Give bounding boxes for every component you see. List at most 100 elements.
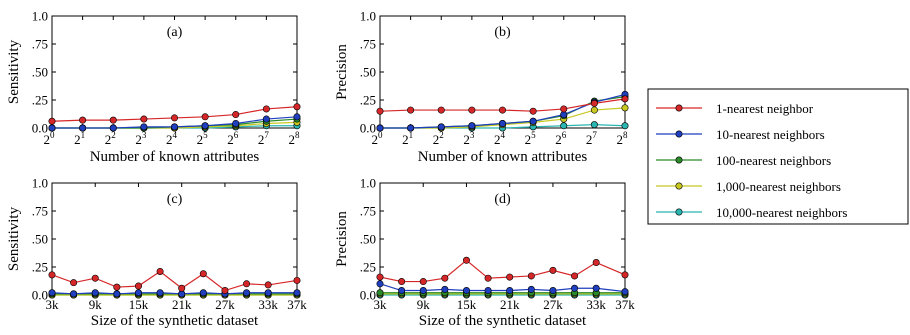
data-point <box>437 123 445 131</box>
x-axis-label: Number of known attributes <box>90 149 260 165</box>
chart-panel: 0.0 .25 .50 .75 1.0 20 21 22 23 24 25 26 27 28 Number … <box>334 9 629 165</box>
data-point <box>79 116 87 124</box>
data-point <box>243 289 251 297</box>
legend-items: 1-nearest neighbor 10-nearest neighbors 10… <box>656 101 847 220</box>
series <box>376 280 629 296</box>
data-point <box>506 287 514 295</box>
legend-entry: 100-nearest neighbors <box>656 153 831 168</box>
data-point <box>264 289 272 297</box>
data-point <box>506 273 514 281</box>
x-tick-label: 21 <box>402 130 413 147</box>
series <box>48 113 301 132</box>
y-tick-label: 1.0 <box>32 9 48 24</box>
data-point <box>48 271 56 279</box>
x-tick-label: 22 <box>105 130 116 147</box>
y-axis-label: Sensitivity <box>6 39 22 104</box>
y-tick-label: 1.0 <box>360 9 376 24</box>
legend-marker <box>675 130 683 138</box>
data-point <box>621 95 629 103</box>
y-tick-label: .50 <box>360 65 376 80</box>
x-tick-label: 25 <box>525 130 537 147</box>
y-axis-label: Sensitivity <box>6 206 22 271</box>
data-point <box>376 289 384 297</box>
series-line <box>379 259 626 283</box>
series-line <box>51 292 297 295</box>
x-tick-label: 25 <box>197 130 209 147</box>
data-point <box>262 115 270 123</box>
legend-marker <box>675 104 683 112</box>
data-point <box>590 99 598 107</box>
y-axis-label: Precision <box>334 211 350 267</box>
y-tick-label: .25 <box>360 93 376 108</box>
data-point <box>571 272 579 280</box>
y-axis-label: Precision <box>334 44 350 100</box>
data-point <box>201 113 209 121</box>
legend-label: 1-nearest neighbor <box>716 101 814 116</box>
legend-entry: 10-nearest neighbors <box>656 127 825 142</box>
data-point <box>441 285 449 293</box>
x-tick-label: 27 <box>258 130 270 147</box>
data-point <box>590 121 598 129</box>
data-point <box>462 287 470 295</box>
data-point <box>549 287 557 295</box>
data-point <box>621 271 629 279</box>
x-tick-label: 3k <box>46 297 60 312</box>
data-point <box>498 120 506 128</box>
legend-entry: 1,000-nearest neighbors <box>656 179 841 194</box>
y-tick-label: .25 <box>32 93 48 108</box>
x-tick-label: 20 <box>372 130 384 147</box>
data-point <box>171 123 179 131</box>
data-point <box>91 274 99 282</box>
data-point <box>498 106 506 114</box>
legend-label: 1,000-nearest neighbors <box>716 179 841 194</box>
data-point <box>199 289 207 297</box>
x-tick-label: 28 <box>617 130 629 147</box>
x-axis-label: Size of the synthetic dataset <box>419 313 587 329</box>
data-point <box>560 105 568 113</box>
data-point <box>592 284 600 292</box>
data-point <box>376 124 384 132</box>
legend-marker <box>675 182 683 190</box>
x-tick-label: 20 <box>44 130 56 147</box>
data-point <box>293 103 301 111</box>
x-tick-label: 24 <box>494 130 506 147</box>
x-tick-label: 33k <box>258 297 278 312</box>
data-point <box>376 107 384 115</box>
legend: 1-nearest neighbor 10-nearest neighbors 10… <box>647 88 909 225</box>
x-tick-label: 22 <box>433 130 444 147</box>
data-point <box>140 115 148 123</box>
x-tick-label: 15k <box>457 297 477 312</box>
data-point <box>527 272 535 280</box>
data-point <box>527 285 535 293</box>
chart-panel: 0.0 .25 .50 .75 1.0 3k 9k 15k 21k 27k 33k 37k Size o… <box>6 176 307 330</box>
series <box>48 289 301 298</box>
data-point <box>293 289 301 297</box>
chart-panel: 0.0 .25 .50 .75 1.0 3k 9k 15k 21k 27k 33k 37k Size o… <box>334 176 635 330</box>
panel-tag: (d) <box>494 192 511 207</box>
data-point <box>70 279 78 287</box>
data-point <box>48 117 56 125</box>
data-point <box>407 124 415 132</box>
data-point <box>484 287 492 295</box>
data-point <box>113 283 121 291</box>
legend-entry: 1-nearest neighbor <box>656 101 814 116</box>
legend-label: 10-nearest neighbors <box>716 127 825 142</box>
series-line <box>379 283 626 293</box>
data-point <box>156 289 164 297</box>
data-point <box>549 266 557 274</box>
data-point <box>437 106 445 114</box>
legend-label: 10,000-nearest neighbors <box>716 205 847 220</box>
y-tick-label: 0.0 <box>32 288 48 303</box>
x-tick-label: 3k <box>374 297 388 312</box>
y-tick-label: 0.0 <box>360 288 376 303</box>
x-tick-label: 15k <box>129 297 149 312</box>
x-tick-label: 33k <box>586 297 606 312</box>
y-tick-label: .50 <box>360 232 376 247</box>
x-axis-label: Number of known attributes <box>418 149 588 165</box>
y-tick-label: 0.0 <box>32 121 48 136</box>
data-point <box>79 124 87 132</box>
data-point <box>468 106 476 114</box>
data-point <box>178 284 186 292</box>
legend-marker <box>675 156 683 164</box>
